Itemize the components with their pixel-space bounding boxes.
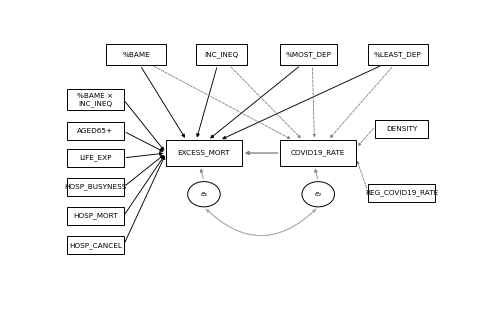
FancyBboxPatch shape — [376, 120, 428, 138]
FancyBboxPatch shape — [106, 44, 166, 65]
Text: %LEAST_DEP: %LEAST_DEP — [374, 51, 422, 58]
Text: %BAME ×
INC_INEQ: %BAME × INC_INEQ — [78, 93, 114, 106]
Text: INC_INEQ: INC_INEQ — [204, 51, 238, 58]
FancyBboxPatch shape — [68, 149, 124, 167]
Text: LIFE_EXP: LIFE_EXP — [79, 154, 112, 161]
FancyBboxPatch shape — [196, 44, 246, 65]
FancyBboxPatch shape — [166, 140, 242, 166]
Text: COVID19_RATE: COVID19_RATE — [291, 150, 346, 156]
FancyBboxPatch shape — [68, 122, 124, 140]
FancyBboxPatch shape — [368, 184, 436, 202]
Text: e₁: e₁ — [200, 191, 207, 197]
Text: DENSITY: DENSITY — [386, 126, 417, 132]
FancyBboxPatch shape — [280, 44, 336, 65]
Text: HOSP_BUSYNESS: HOSP_BUSYNESS — [64, 184, 126, 190]
Text: AGED65+: AGED65+ — [78, 128, 114, 134]
Text: %BAME: %BAME — [122, 52, 150, 58]
FancyBboxPatch shape — [68, 207, 124, 225]
Ellipse shape — [188, 182, 220, 207]
Text: HOSP_MORT: HOSP_MORT — [73, 213, 118, 220]
Text: e₂: e₂ — [315, 191, 322, 197]
FancyBboxPatch shape — [280, 140, 356, 166]
FancyBboxPatch shape — [368, 44, 428, 65]
Text: REG_COVID19_RATE: REG_COVID19_RATE — [365, 190, 438, 197]
Ellipse shape — [302, 182, 334, 207]
FancyBboxPatch shape — [68, 89, 124, 110]
FancyBboxPatch shape — [68, 236, 124, 254]
Text: EXCESS_MORT: EXCESS_MORT — [178, 150, 230, 156]
Text: HOSP_CANCEL: HOSP_CANCEL — [69, 242, 122, 249]
Text: %MOST_DEP: %MOST_DEP — [286, 51, 332, 58]
FancyBboxPatch shape — [68, 178, 124, 196]
